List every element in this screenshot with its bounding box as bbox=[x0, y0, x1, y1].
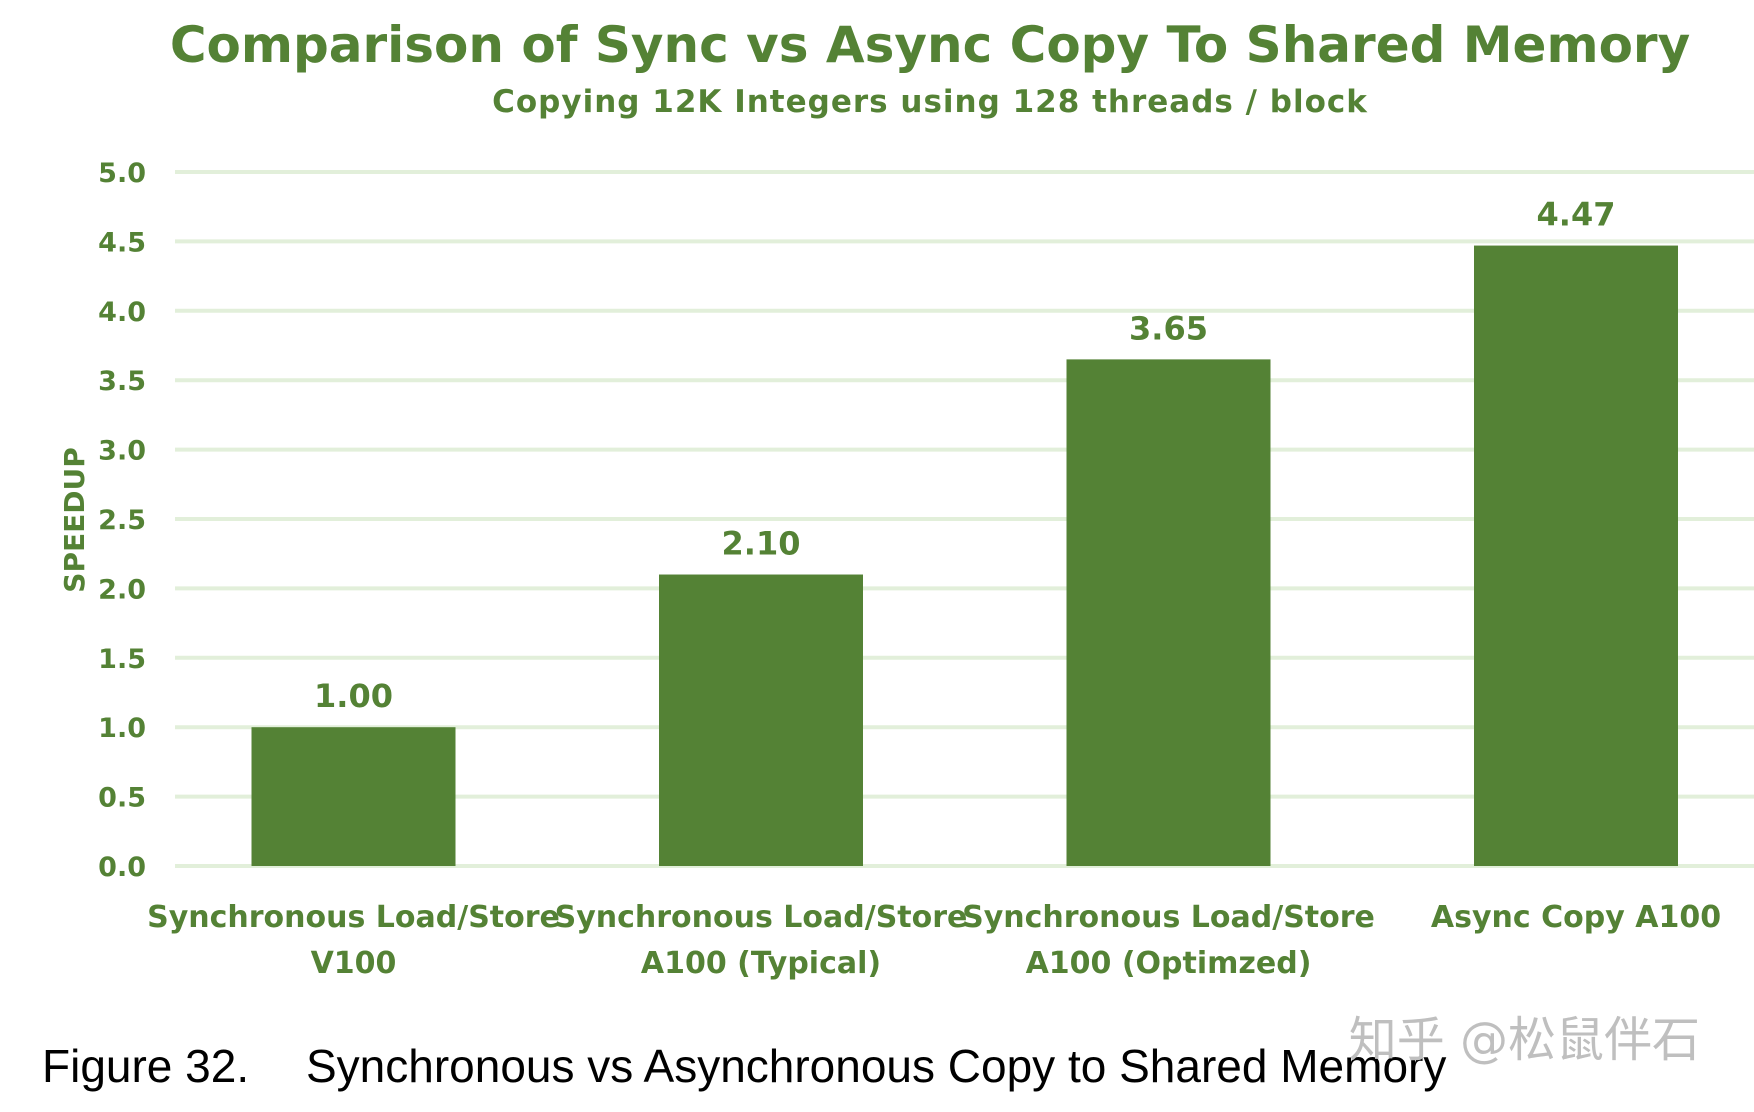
data-label: 3.65 bbox=[1129, 309, 1208, 347]
x-category-label: Synchronous Load/Store bbox=[962, 900, 1375, 935]
y-tick-label: 3.5 bbox=[98, 366, 146, 397]
x-category-label: A100 (Optimzed) bbox=[1026, 946, 1312, 981]
y-tick-label: 4.5 bbox=[98, 227, 146, 258]
x-category-label: Async Copy A100 bbox=[1431, 900, 1721, 935]
figure-caption-label: Figure 32. bbox=[42, 1040, 249, 1092]
bar bbox=[659, 574, 863, 866]
x-category-label: A100 (Typical) bbox=[641, 946, 881, 981]
y-tick-label: 3.0 bbox=[98, 436, 146, 467]
y-tick-label: 0.0 bbox=[98, 852, 146, 883]
y-tick-label: 2.0 bbox=[98, 574, 146, 605]
y-tick-label: 4.0 bbox=[98, 297, 146, 328]
x-axis-categories: Synchronous Load/Store V100 Synchronous Lo… bbox=[147, 900, 1721, 981]
y-tick-label: 1.0 bbox=[98, 713, 146, 744]
y-tick-label: 5.0 bbox=[98, 158, 146, 189]
y-tick-label: 1.5 bbox=[98, 644, 146, 675]
y-axis-label: SPEEDUP bbox=[58, 447, 91, 592]
x-category-label: Synchronous Load/Store bbox=[555, 900, 968, 935]
x-category-label: V100 bbox=[311, 946, 397, 981]
figure-caption-text: Synchronous vs Asynchronous Copy to Shar… bbox=[306, 1040, 1446, 1092]
data-label: 1.00 bbox=[314, 677, 393, 715]
bar bbox=[251, 727, 456, 866]
bar bbox=[1474, 245, 1678, 867]
watermark: 知乎 @松鼠伴石 bbox=[1349, 1012, 1700, 1068]
data-label: 4.47 bbox=[1537, 196, 1616, 234]
x-category-label: Synchronous Load/Store bbox=[147, 900, 560, 935]
y-tick-label: 2.5 bbox=[98, 505, 146, 536]
bars bbox=[251, 245, 1678, 867]
data-labels: 1.00 2.10 3.65 4.47 bbox=[314, 196, 1615, 716]
y-tick-label: 0.5 bbox=[98, 783, 146, 814]
chart-title: Comparison of Sync vs Async Copy To Shar… bbox=[170, 16, 1690, 74]
chart-subtitle: Copying 12K Integers using 128 threads /… bbox=[492, 84, 1368, 120]
data-label: 2.10 bbox=[722, 525, 801, 563]
y-axis-ticks: 0.0 0.5 1.0 1.5 2.0 2.5 3.0 3.5 4.0 4.5 5.0 bbox=[98, 158, 146, 883]
bar bbox=[1066, 359, 1271, 866]
